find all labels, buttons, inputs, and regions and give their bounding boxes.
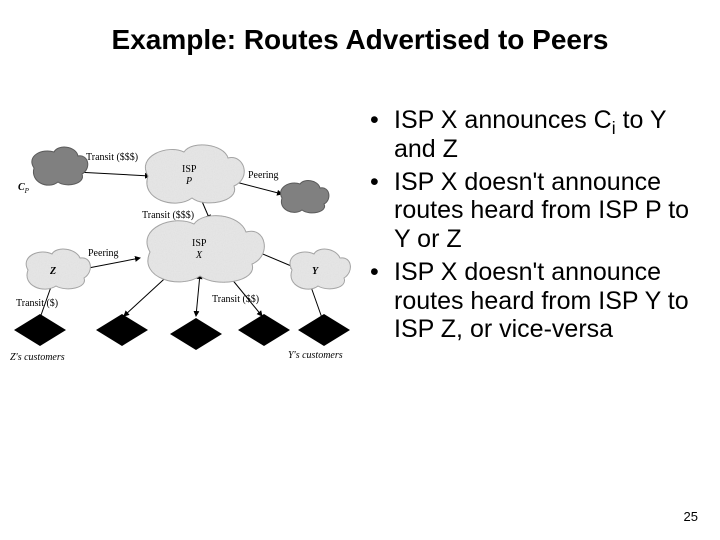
cloud-isp-p: ISP P <box>145 145 244 203</box>
page-title: Example: Routes Advertised to Peers <box>0 24 720 56</box>
diamond-c2: C2 <box>170 318 222 350</box>
page-number: 25 <box>684 509 698 524</box>
bullet-3: ISP X doesn't announce routes heard from… <box>370 258 700 344</box>
label-transit-mid: Transit ($$$) <box>142 210 194 221</box>
bullet-list: ISP X announces Ci to Y and Z ISP X does… <box>370 106 700 348</box>
svg-text:Z: Z <box>49 266 56 277</box>
cloud-cp <box>32 147 88 185</box>
diamond-c3: C3 <box>238 314 290 346</box>
svg-text:ISP: ISP <box>182 164 197 175</box>
svg-text:P: P <box>185 176 192 187</box>
label-ys-customers: Y's customers <box>288 350 343 361</box>
label-transit-z: Transit ($) <box>16 298 58 309</box>
bullet-1: ISP X announces Ci to Y and Z <box>370 106 700 164</box>
diamond-y-customers <box>298 314 350 346</box>
diamond-z-customers <box>14 314 66 346</box>
label-peering-top: Peering <box>248 170 279 181</box>
isp-diagram: CP ISP P Z ISP X <box>10 130 360 390</box>
svg-text:Y: Y <box>312 266 319 277</box>
svg-text:ISP: ISP <box>192 238 207 249</box>
cloud-peer-dark <box>281 181 329 213</box>
label-zs-customers: Z's customers <box>10 352 65 363</box>
svg-text:CP: CP <box>18 182 30 195</box>
label-transit-x: Transit ($$) <box>212 294 259 305</box>
slide: Example: Routes Advertised to Peers <box>0 0 720 540</box>
diamond-c1: C1 <box>96 314 148 346</box>
cloud-y: Y <box>290 249 350 289</box>
label-peering-left: Peering <box>88 248 119 259</box>
svg-text:X: X <box>195 250 203 261</box>
label-transit-top: Transit ($$$) <box>86 152 138 163</box>
cloud-isp-x: ISP X <box>147 216 264 283</box>
cloud-z: Z <box>26 249 90 289</box>
bullet-2: ISP X doesn't announce routes heard from… <box>370 168 700 254</box>
